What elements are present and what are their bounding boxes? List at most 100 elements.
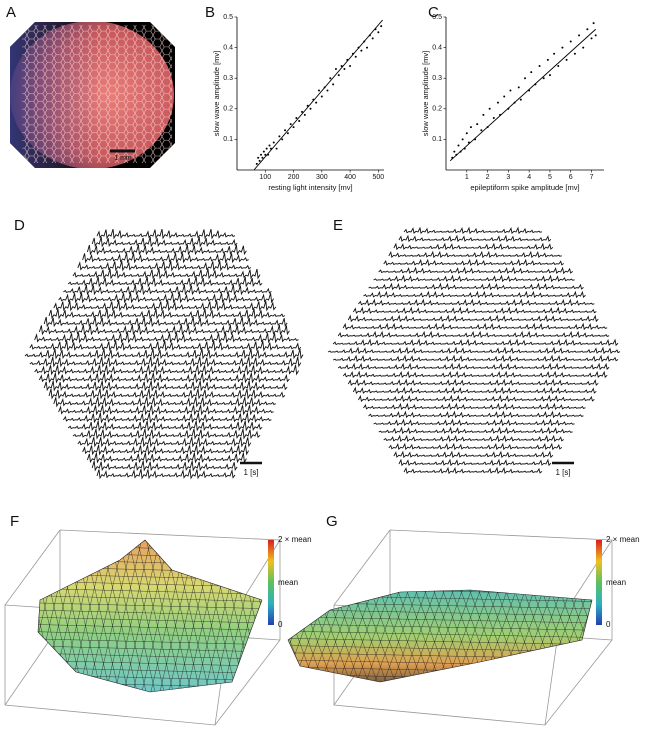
point [340, 64, 343, 67]
mesh-line [362, 590, 404, 682]
y-tick-label: 0.1 [223, 136, 233, 143]
scale-label: 1 [s] [555, 468, 570, 477]
point [289, 123, 292, 126]
mesh-line [288, 630, 592, 639]
y-axis-label: slow wave amplitude [mv] [421, 51, 430, 136]
trace-row [91, 460, 238, 472]
point [317, 89, 320, 92]
trace-row [342, 370, 608, 379]
trace-row [383, 258, 564, 267]
mesh-line [38, 645, 262, 654]
trace-row [352, 306, 597, 315]
mesh-line [0, 530, 18, 700]
point [457, 144, 460, 147]
y-tick-label: 0.4 [223, 44, 233, 51]
trace-row [72, 268, 261, 280]
point [329, 77, 332, 80]
mesh-line [601, 580, 641, 690]
mesh-line [628, 580, 656, 690]
point [590, 37, 593, 40]
point [264, 153, 267, 156]
trace-row [358, 394, 595, 403]
trace-row [63, 284, 272, 296]
point [561, 46, 564, 49]
point [530, 71, 533, 74]
mesh-line [275, 530, 315, 700]
trace-row [403, 466, 543, 475]
colorbar-label: mean [606, 578, 626, 587]
point [337, 74, 340, 77]
mesh-line [38, 637, 262, 647]
trace-row [48, 388, 286, 400]
mesh-line [0, 530, 320, 538]
trace-row [58, 405, 274, 416]
mesh-line [38, 601, 262, 611]
trace-row [383, 434, 564, 443]
point [262, 150, 265, 153]
point [465, 132, 468, 135]
point [476, 123, 479, 126]
mesh-line [0, 696, 320, 704]
trace-row [96, 468, 236, 480]
point [480, 129, 483, 132]
point [326, 89, 329, 92]
point [461, 138, 464, 141]
mesh-line [288, 530, 328, 700]
x-tick-label: 100 [259, 174, 271, 181]
mesh-line [121, 540, 163, 692]
mesh-line [112, 540, 154, 692]
mesh-line [288, 623, 592, 632]
x-tick-label: 300 [316, 174, 328, 181]
trace-row [342, 322, 608, 331]
point [482, 113, 485, 116]
point [565, 58, 568, 61]
mesh-line [288, 590, 296, 682]
point [548, 74, 551, 77]
point [320, 95, 323, 98]
trace-row [363, 290, 586, 299]
trace-row [67, 420, 263, 432]
trace-row [327, 346, 621, 355]
point [492, 116, 495, 119]
point [586, 28, 589, 31]
panel-label: E [333, 217, 343, 234]
mesh-line [637, 580, 656, 690]
mesh-line [288, 680, 592, 682]
x-tick-label: 6 [569, 174, 573, 181]
x-tick-label: 200 [288, 174, 300, 181]
point [286, 132, 289, 135]
mesh-line [279, 530, 319, 700]
mesh-line [597, 580, 637, 690]
trace-row [373, 274, 575, 283]
mesh-line [260, 540, 262, 692]
x-tick-label: 500 [373, 174, 385, 181]
trace-row [82, 444, 249, 456]
trace-row [77, 261, 252, 272]
y-tick-label: 0.4 [432, 44, 442, 51]
trace-row [373, 418, 575, 427]
panel-label: A [6, 4, 16, 21]
point [349, 64, 352, 67]
fit-line [449, 28, 596, 162]
point [371, 37, 374, 40]
mesh-line [384, 590, 426, 682]
point [281, 138, 284, 141]
point [284, 129, 287, 132]
x-tick-label: 1 [465, 174, 469, 181]
trace-row [82, 253, 249, 264]
point [315, 101, 318, 104]
y-tick-label: 0.5 [432, 14, 442, 21]
mesh-line [0, 530, 27, 700]
mesh-line [393, 590, 435, 682]
mesh-line [353, 590, 395, 682]
trace-row [29, 356, 302, 368]
trace-row [388, 250, 562, 259]
point [360, 49, 363, 52]
mesh-line [38, 616, 262, 625]
mesh-line [38, 630, 262, 639]
trace-row [38, 372, 290, 384]
mesh-line [94, 540, 136, 692]
mesh-line [143, 540, 185, 692]
trace-row [86, 244, 247, 256]
